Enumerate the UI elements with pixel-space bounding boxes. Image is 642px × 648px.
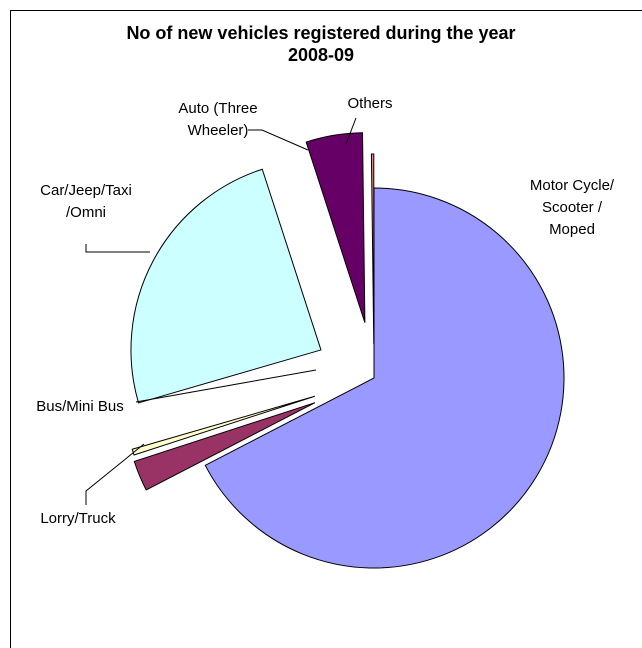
slice-label-car-jeep-taxi-omni: Car/Jeep/Taxi/Omni <box>40 182 132 221</box>
pie-slice-others <box>371 154 373 344</box>
leader-line-4 <box>86 244 150 252</box>
slice-label-others: Others <box>347 95 392 112</box>
leader-line-5 <box>248 130 308 150</box>
pie-slice-auto-three-wheeler- <box>306 133 365 323</box>
slice-label-motor-cycle-scooter-moped: Motor Cycle/Scooter / Moped <box>530 177 615 238</box>
slice-label-bus-mini-bus: Bus/Mini Bus <box>36 398 124 415</box>
slice-label-auto-three-wheeler-: Auto (Three Wheeler) <box>178 100 257 139</box>
slice-label-lorry-truck: Lorry/Truck <box>40 510 116 527</box>
pie-slice-car-jeep-taxi-omni <box>131 169 321 403</box>
